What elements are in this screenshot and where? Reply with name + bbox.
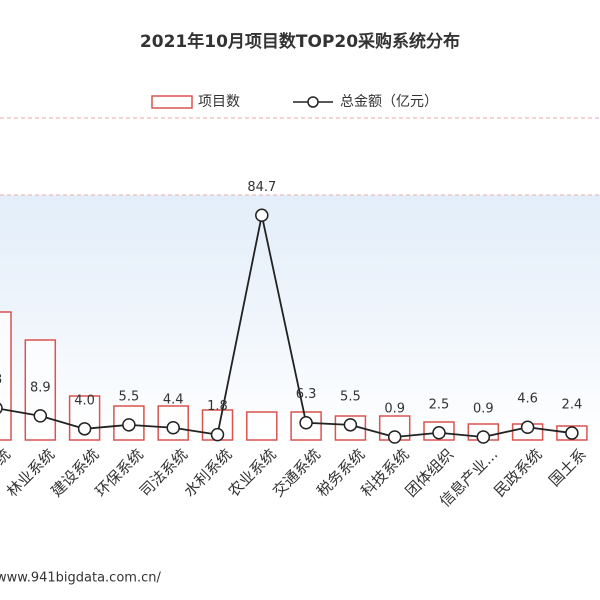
legend-swatch	[307, 96, 319, 108]
line-point	[166, 421, 180, 435]
x-tick-label: 民政系统	[490, 445, 545, 500]
x-tick-label: 司法系统	[136, 445, 191, 500]
line-point	[520, 420, 535, 434]
line-point	[33, 409, 48, 423]
line-point	[432, 426, 446, 440]
x-tick-label: 税务系统	[313, 445, 368, 500]
line-point	[299, 415, 313, 430]
data-label: .8	[0, 373, 2, 388]
x-tick-label: 水利系统	[180, 445, 235, 500]
line-point	[122, 418, 136, 432]
data-label: 1.8	[207, 399, 228, 414]
x-tick-label: 国土系	[545, 445, 590, 490]
line-point	[0, 402, 3, 414]
line-point	[476, 430, 491, 444]
data-label: 84.7	[247, 180, 276, 195]
line-point	[77, 422, 92, 436]
data-label: 0.9	[473, 402, 494, 417]
data-label: 2.4	[562, 398, 583, 413]
chart-title: 2021年10月项目数TOP20采购系统分布	[140, 31, 460, 52]
data-label: 5.5	[340, 389, 361, 404]
data-label: 2.5	[429, 397, 450, 412]
line-point	[210, 427, 225, 442]
line-point	[255, 208, 269, 223]
data-label: 5.5	[119, 389, 140, 404]
line-point	[387, 430, 402, 444]
footer: www.941bigdata.com.cn/	[0, 571, 161, 586]
bar	[246, 411, 278, 441]
line	[0, 215, 573, 438]
data-label: 8.9	[30, 380, 51, 395]
line-point	[565, 426, 579, 440]
legend-label: 项目数	[198, 94, 240, 110]
x-tick-label: 农业系统	[225, 445, 280, 500]
x-tick-label: 环保系统	[92, 445, 147, 500]
data-label: 0.9	[384, 402, 405, 417]
data-label: 4.6	[517, 392, 538, 407]
x-tick-label: 交通系统	[269, 445, 324, 500]
x-tick-label: 建设系统	[47, 445, 102, 500]
x-tick-label: 科技系统	[358, 445, 413, 500]
bar	[24, 339, 57, 441]
legend-swatch	[151, 95, 193, 109]
data-label: 4.4	[163, 392, 184, 407]
line-point	[343, 418, 358, 432]
bar	[0, 311, 12, 441]
x-tick-label: 林业系统	[3, 445, 58, 500]
data-label: 6.3	[296, 387, 317, 402]
legend-label: 总金额（亿元）	[340, 94, 438, 110]
data-label: 4.0	[74, 393, 95, 408]
